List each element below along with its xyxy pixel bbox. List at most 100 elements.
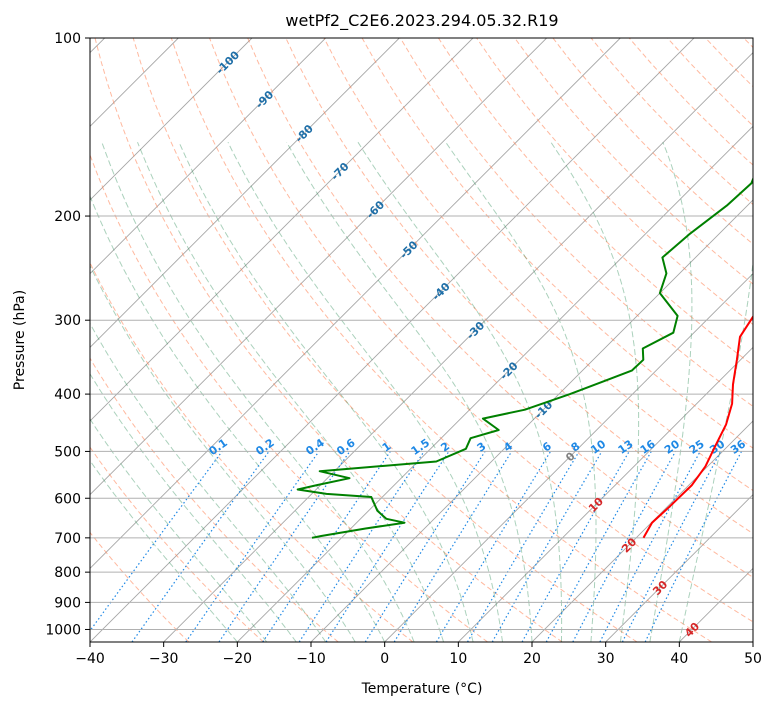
mixing-ratio-line bbox=[545, 451, 652, 642]
dry-adiabat-line bbox=[94, 38, 563, 642]
isotherm-line bbox=[163, 52, 753, 642]
mixing-ratio-line bbox=[185, 451, 320, 642]
y-tick-label: 800 bbox=[54, 565, 81, 581]
isotherm-line bbox=[384, 273, 753, 642]
x-tick-label: 0 bbox=[380, 651, 389, 667]
dry-adiabat-line bbox=[90, 531, 190, 642]
y-tick-label: 500 bbox=[54, 444, 81, 460]
x-tick-label: −40 bbox=[75, 651, 105, 667]
dry-adiabat-line bbox=[247, 38, 753, 578]
mixing-ratio-line bbox=[621, 451, 722, 642]
isotherm-line bbox=[90, 38, 474, 422]
isotherm-label: 40 bbox=[682, 620, 702, 640]
moist-adiabat-line bbox=[137, 142, 445, 642]
isotherm-line bbox=[90, 38, 547, 496]
mixing-ratio-label: 6 bbox=[540, 439, 554, 454]
x-axis: −40 −30 −20 −10 0 10 20 30 40 50 bbox=[75, 642, 762, 667]
dry-adiabat-line bbox=[361, 38, 753, 449]
moist-adiabat-line bbox=[90, 194, 386, 642]
dry-adiabat-line bbox=[132, 38, 638, 642]
mixing-ratio-line bbox=[262, 451, 391, 642]
isotherm-label: -60 bbox=[364, 198, 387, 221]
mixing-ratio-label: 0.2 bbox=[253, 436, 276, 458]
isotherm-label: -100 bbox=[214, 48, 243, 77]
mixing-ratio-line bbox=[466, 451, 580, 642]
mixing-ratio-label: 1 bbox=[380, 440, 394, 455]
mixing-ratio-line bbox=[435, 451, 552, 642]
dry-adiabat-line bbox=[743, 38, 753, 49]
dry-adiabats bbox=[90, 38, 753, 642]
y-tick-label: 100 bbox=[54, 31, 81, 47]
isotherm-line bbox=[90, 38, 621, 569]
isotherm-line bbox=[90, 38, 253, 201]
mixing-ratio-line bbox=[298, 451, 425, 642]
y-tick-label: 700 bbox=[54, 531, 81, 547]
plot-area: 0.1 0.2 0.4 0.6 1 1.5 2 3 4 6 8 10 13 16 20 25 30 36-100-… bbox=[90, 38, 753, 642]
mixing-ratio-label: 2 bbox=[438, 440, 452, 455]
mixing-ratio-label: 20 bbox=[662, 437, 682, 457]
moist-adiabat-line bbox=[90, 372, 297, 642]
mixing-ratio-line bbox=[644, 451, 743, 642]
moist-adiabat-line bbox=[678, 259, 753, 642]
mixing-ratio-label: 3 bbox=[475, 440, 489, 455]
line-labels: 0.1 0.2 0.4 0.6 1 1.5 2 3 4 6 8 10 13 16 20 25 30 36-100-… bbox=[206, 48, 748, 640]
isotherm-line bbox=[679, 567, 753, 642]
isotherm-label: -90 bbox=[253, 88, 276, 111]
mixing-ratio-label: 1.5 bbox=[409, 436, 432, 458]
isotherm-label: -40 bbox=[430, 280, 453, 303]
dry-adiabat-line bbox=[437, 38, 753, 366]
isotherm-line bbox=[458, 346, 753, 642]
x-tick-label: −10 bbox=[296, 651, 326, 667]
dry-adiabat-line bbox=[667, 38, 753, 127]
pressure-gridlines bbox=[90, 38, 753, 630]
mixing-ratio-line bbox=[325, 451, 450, 642]
isotherm-label: 10 bbox=[586, 495, 606, 515]
x-tick-label: 50 bbox=[744, 651, 762, 667]
mixing-ratio-line bbox=[521, 451, 630, 642]
dry-adiabat-line bbox=[90, 261, 414, 642]
dry-adiabat-line bbox=[209, 38, 753, 623]
x-tick-label: 30 bbox=[597, 651, 615, 667]
mixing-ratio-line bbox=[90, 451, 223, 632]
moist-adiabat-line bbox=[178, 141, 474, 642]
y-tick-label: 400 bbox=[54, 387, 81, 403]
y-tick-label: 600 bbox=[54, 491, 81, 507]
isotherm-line bbox=[237, 125, 753, 642]
isotherm-label: -10 bbox=[532, 398, 555, 421]
dewpoint-profile bbox=[296, 176, 753, 539]
dry-adiabat-line bbox=[90, 153, 488, 642]
isotherm-line bbox=[90, 38, 695, 642]
mixing-ratio-line bbox=[572, 451, 677, 642]
isotherm-label: -70 bbox=[328, 160, 351, 183]
isotherm-label: -20 bbox=[497, 359, 520, 382]
dry-adiabat-line bbox=[590, 38, 753, 206]
dry-adiabat-line bbox=[90, 357, 339, 642]
x-tick-label: 10 bbox=[449, 651, 467, 667]
dry-adiabat-line bbox=[285, 38, 753, 535]
y-tick-label: 200 bbox=[54, 209, 81, 225]
moist-adiabat-line bbox=[90, 418, 268, 642]
x-axis-title: Temperature (°C) bbox=[361, 681, 483, 697]
x-tick-label: −20 bbox=[223, 651, 253, 667]
isotherm-line bbox=[90, 38, 400, 348]
moist-adiabat-line bbox=[649, 142, 693, 642]
x-tick-label: −30 bbox=[149, 651, 179, 667]
dry-adiabat-line bbox=[323, 38, 753, 492]
temperature-profile bbox=[642, 314, 753, 539]
mixing-ratio-label: 25 bbox=[687, 437, 707, 456]
mixing-ratio-line bbox=[131, 451, 270, 642]
dry-adiabat-line bbox=[90, 446, 264, 642]
mixing-ratio-label: 0.1 bbox=[206, 436, 229, 458]
mixing-ratio-label: 13 bbox=[616, 437, 636, 456]
y-tick-label: 1000 bbox=[45, 622, 81, 638]
isotherm-line bbox=[90, 38, 326, 275]
isotherm-grid bbox=[90, 38, 753, 642]
mixing-ratio-label: 16 bbox=[638, 437, 658, 457]
y-axis: 100 200 300 400 500 600 700 800 900 1000 bbox=[45, 31, 90, 638]
x-tick-label: 40 bbox=[670, 651, 688, 667]
isotherm-label: -80 bbox=[293, 122, 316, 145]
isotherm-line bbox=[605, 494, 753, 642]
plot-frame bbox=[89, 37, 754, 643]
y-tick-label: 300 bbox=[54, 313, 81, 329]
